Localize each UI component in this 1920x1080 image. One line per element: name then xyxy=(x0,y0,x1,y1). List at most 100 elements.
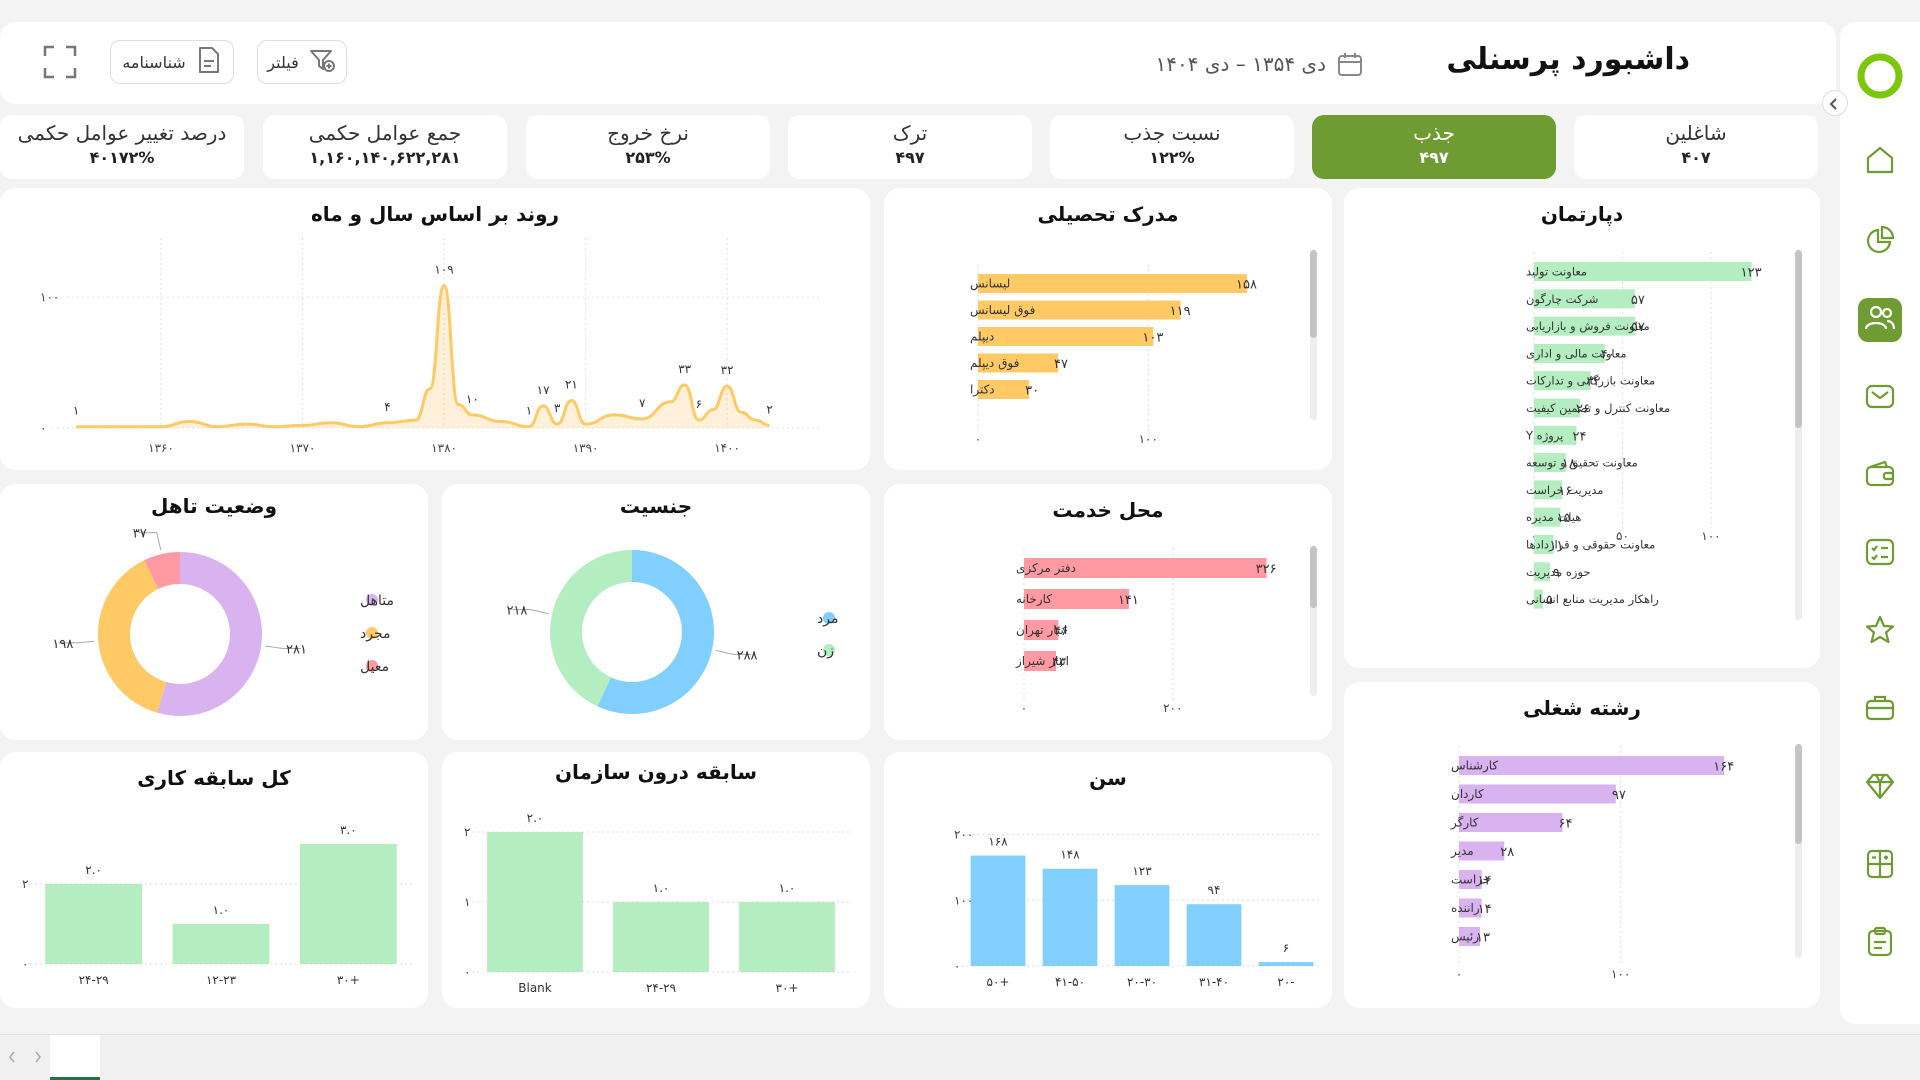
category-label: فوق لیسانس xyxy=(970,303,1035,318)
department-scrollbar[interactable] xyxy=(1795,250,1802,620)
point-label: ۳۳ xyxy=(678,362,691,376)
nav-jobs[interactable] xyxy=(1858,688,1902,732)
category-label: معاونت فروش و بازاریابی xyxy=(1526,319,1650,334)
kpi-card-4[interactable]: نرخ خروج ۲۵۳% xyxy=(526,115,770,179)
y-tick-label: ۲ xyxy=(22,877,28,891)
nav-clipboard[interactable] xyxy=(1858,922,1902,966)
bar xyxy=(1114,885,1170,966)
legend-swatch xyxy=(823,644,835,656)
legend-label: معیل xyxy=(360,659,389,675)
bar xyxy=(1459,841,1505,861)
nav-wallet[interactable] xyxy=(1858,454,1902,498)
bar xyxy=(1534,562,1550,582)
category-label: فوق دیپلم xyxy=(970,356,1019,371)
kpi-card-3[interactable]: ترک ۴۹۷ xyxy=(788,115,1032,179)
data-label: ۲۱۸ xyxy=(506,604,527,619)
marital-chart: ۲۸۱ ۱۹۸ ۳۷ متاهل مجرد معیل xyxy=(52,527,394,716)
date-range[interactable]: دی ۱۳۵۴ – دی ۱۴۰۴ xyxy=(1155,52,1327,76)
total-tenure-title: کل سابقه کاری xyxy=(137,766,291,790)
x-tick-label: ۱۳۸۰ xyxy=(431,441,457,455)
x-tick-label: ۰ xyxy=(1456,967,1462,981)
x-tick-label: ۰ xyxy=(975,432,981,446)
bar xyxy=(1459,813,1563,832)
total-tenure-card: کل سابقه کاری ۰ ۲ ۲.۰ ۲۴-۲۹ ۱.۰ ۱۲-۲۳ ۳.۰ +۳۰ xyxy=(0,752,428,1008)
data-label: ۳۲۶ xyxy=(1256,562,1277,577)
kpi-card-1[interactable]: جذب ۴۹۷ xyxy=(1312,115,1556,179)
data-label: ۹ xyxy=(1553,566,1560,581)
kpi-card-5[interactable]: جمع عوامل حکمی ۱,۱۶۰,۱۴۰,۶۲۲,۲۸۱ xyxy=(263,115,507,179)
point-label: ۱۷ xyxy=(537,383,550,397)
point-label: ۱۰۹ xyxy=(434,262,453,276)
data-label: ۱۶ xyxy=(1558,484,1572,499)
collapse-sidebar-button[interactable] xyxy=(1822,90,1848,116)
bar xyxy=(978,300,1181,320)
legend-label: مرد xyxy=(817,611,838,627)
job-card: رشته شغلی ۰ ۱۰۰ کارشناس ۱۶۴ کاردان ۹۷ کارگر ۶۴ م… xyxy=(1344,682,1820,1008)
home-icon xyxy=(1863,143,1897,181)
nav-charts[interactable] xyxy=(1858,220,1902,264)
category-label: +۳۰ xyxy=(776,981,799,995)
point-label: ۷ xyxy=(639,396,646,410)
trend-chart: ۱۳۶۰ ۱۳۷۰ ۱۳۸۰ ۱۳۹۰ ۱۴۰۰ ۰ ۱۰۰ ۱ ۴ ۱۰۹ ۱۰ ۱ ۱۷ ۳ ۲۱ ۷ ۳۳… xyxy=(40,238,822,455)
filter-button[interactable]: فیلتر xyxy=(257,40,347,84)
kpi-card-0[interactable]: شاغلین ۴۰۷ xyxy=(1574,115,1818,179)
category-label: ۲۴-۲۹ xyxy=(79,973,109,987)
kpi-label: شاغلین xyxy=(1665,121,1727,145)
tab-scroll-left-icon[interactable] xyxy=(6,1049,18,1065)
bar xyxy=(1024,589,1129,609)
bar xyxy=(1024,558,1267,578)
nav-tasks[interactable] xyxy=(1858,532,1902,576)
kpi-card-2[interactable]: نسبت جذب ۱۲۲% xyxy=(1050,115,1294,179)
legend-swatch xyxy=(366,660,378,672)
category-label: معاونت مالی و اداری xyxy=(1526,346,1627,361)
page-tab[interactable] xyxy=(50,1035,100,1080)
education-scrollbar[interactable] xyxy=(1310,250,1317,420)
nav-home[interactable] xyxy=(1858,140,1902,184)
data-label: ۱۴ xyxy=(1478,874,1492,889)
kpi-label: جمع عوامل حکمی xyxy=(308,121,462,145)
nav-calculator[interactable] xyxy=(1858,844,1902,888)
legend-label: زن xyxy=(817,643,834,659)
category-label: انبار تهران xyxy=(1016,623,1067,638)
kpi-card-6[interactable]: درصد تغییر عوامل حکمی ۴۰۱۷۲% xyxy=(0,115,244,179)
nav-personnel[interactable] xyxy=(1858,298,1902,342)
donut-slice xyxy=(144,552,180,589)
bar xyxy=(1534,316,1635,336)
legend-label: متاهل xyxy=(360,593,394,609)
tab-scroll-right-icon[interactable] xyxy=(32,1049,44,1065)
point-label: ۲ xyxy=(766,402,772,416)
nav-mail[interactable] xyxy=(1858,376,1902,420)
leader-line xyxy=(715,650,752,655)
logo-ring-icon xyxy=(1856,52,1904,100)
bar xyxy=(1534,262,1752,281)
category-label: -۲۰ xyxy=(1277,975,1294,989)
bar xyxy=(1534,371,1591,391)
bar xyxy=(1534,589,1543,609)
bar xyxy=(299,844,397,964)
x-tick-label: ۱۴۰۰ xyxy=(714,441,740,455)
nav-premium[interactable] xyxy=(1858,766,1902,810)
category-label: دیپلم xyxy=(970,330,994,344)
clipboard-icon xyxy=(1863,925,1897,963)
category-label: دکترا xyxy=(970,383,995,398)
total-tenure-chart: ۰ ۲ ۲.۰ ۲۴-۲۹ ۱.۰ ۱۲-۲۳ ۳.۰ +۳۰ xyxy=(22,823,412,987)
data-label: ۱۱۹ xyxy=(1170,304,1191,319)
job-scrollbar[interactable] xyxy=(1795,744,1802,958)
fullscreen-icon[interactable] xyxy=(40,42,80,82)
data-label: ۱۳ xyxy=(1476,931,1490,946)
category-label: Blank xyxy=(518,981,552,995)
profile-button[interactable]: شناسنامه xyxy=(110,40,234,84)
location-scrollbar[interactable] xyxy=(1310,546,1317,696)
page-tab-bar xyxy=(0,1034,1920,1080)
y-tick-label: ۱۰۰ xyxy=(954,893,973,907)
checklist-icon xyxy=(1863,535,1897,573)
data-label: ۲۶ xyxy=(1576,402,1590,417)
mail-icon xyxy=(1863,379,1897,417)
category-label: راهکار مدیریت منابع انسانی xyxy=(1526,592,1659,607)
point-label: ۱ xyxy=(526,404,532,418)
data-label: ۱.۰ xyxy=(213,903,230,917)
data-label: ۱۶۸ xyxy=(988,835,1008,849)
filter-icon xyxy=(307,45,337,79)
nav-favorites[interactable] xyxy=(1858,610,1902,654)
